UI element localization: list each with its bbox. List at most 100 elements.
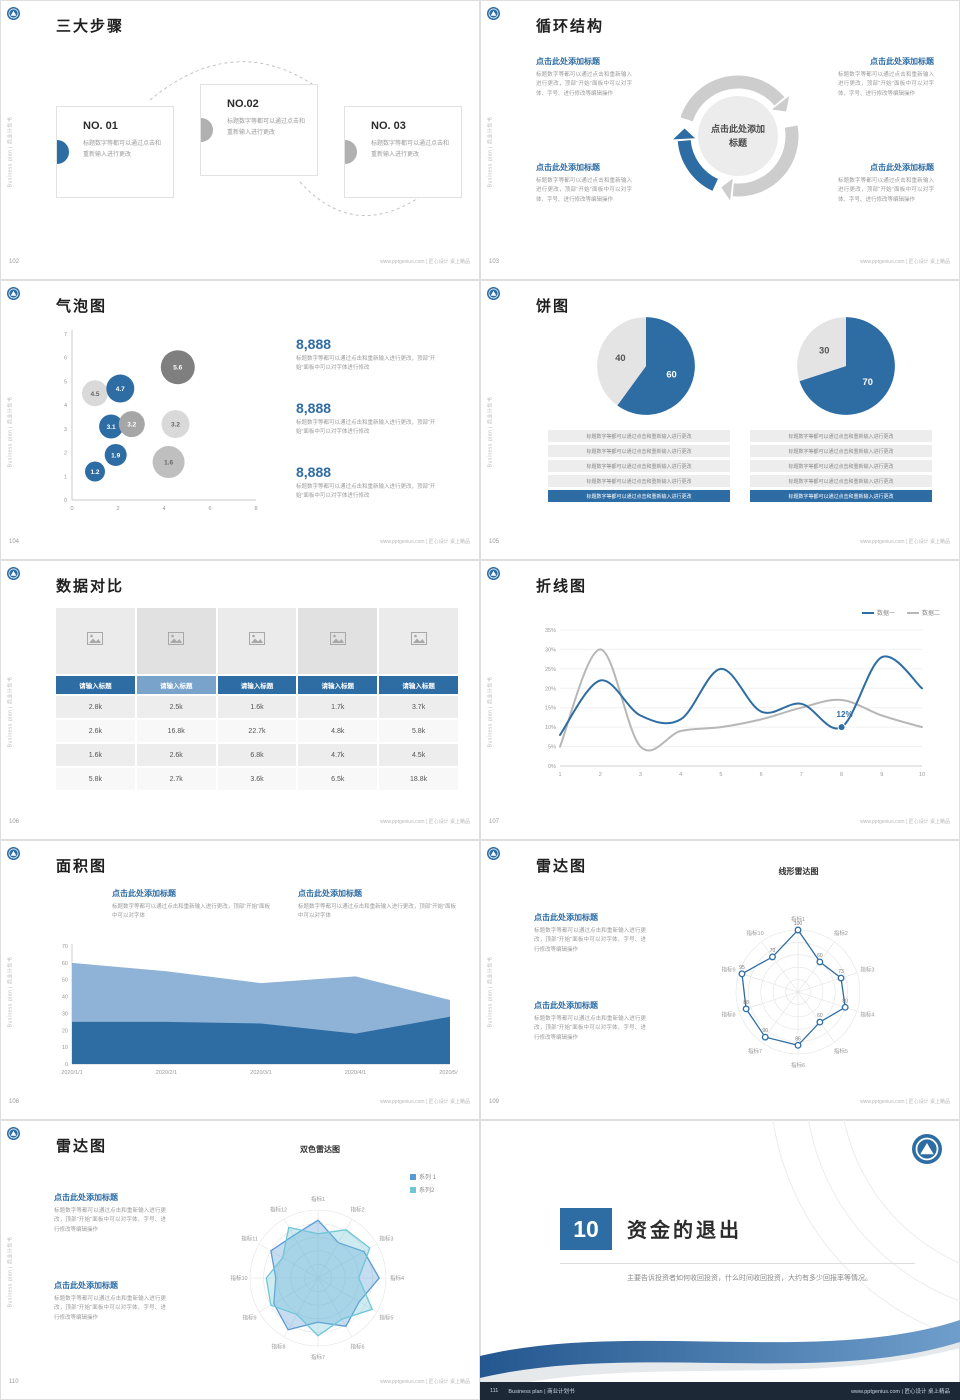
svg-text:2020/5/1: 2020/5/1	[439, 1070, 458, 1076]
page-number: 109	[489, 1099, 500, 1105]
comparison-table: 请输入标题 请输入标题 请输入标题 请输入标题 请输入标题 2.8k 2.5k 1.6k 1.7…	[54, 606, 460, 792]
slide-title: 三大步骤	[56, 18, 125, 35]
svg-text:73: 73	[838, 969, 844, 975]
step-body: 标题数字等都可以通过点击和重新输入进行更改	[227, 119, 306, 136]
slide-103-cycle-structure[interactable]: Business plan | 商业计划书 循环结构 点击此处添加标题 点击此处…	[480, 0, 960, 280]
table-cell: 3.7k	[379, 696, 458, 718]
page-number: 102	[9, 259, 20, 265]
svg-text:指标3: 指标3	[860, 965, 874, 973]
stat-value: 8,888	[296, 336, 332, 352]
chart-subtitle: 双色雷达图	[300, 1145, 340, 1154]
table-cell: 3.6k	[217, 768, 297, 790]
stat-body: 标题数字等都可以通过点击和重新输入进行更改，顶部“开始”面板中可以对字体进行修改	[296, 420, 436, 436]
slide-105-pie-charts[interactable]: Business plan | 商业计划书 饼图 60 40 70 30 标题数字等…	[480, 280, 960, 560]
sidebar-vertical-label: Business plan | 商业计划书	[7, 396, 14, 468]
slide-title: 数据对比	[56, 578, 125, 595]
section-number: 10	[560, 1208, 612, 1250]
svg-text:10: 10	[62, 1045, 68, 1051]
slide-footer: www.pptgenius.com | 匠心设计 桌上精品	[860, 259, 950, 265]
slide-107-line-chart[interactable]: Business plan | 商业计划书 折线图 数据一 数据二 0% 5% 10…	[480, 560, 960, 840]
stat-block-1[interactable]: 8,888 标题数字等都可以通过点击和重新输入进行更改，顶部“开始”面板中可以对…	[296, 336, 448, 374]
area-text-block-2[interactable]: 点击此处添加标题 标题数字等都可以通过点击和重新输入进行更改，顶部“开始”面板中…	[298, 888, 456, 922]
slide-title: 雷达图	[536, 858, 588, 875]
page-number: 110	[9, 1379, 19, 1385]
pie-caption-row: 标题数字等都可以通过点击和重新输入进行更改	[750, 475, 932, 487]
slide-109-radar-line[interactable]: Business plan | 商业计划书 雷达图 线形雷达图 点击此处添加标题…	[480, 840, 960, 1120]
sidebar-vertical-label: Business plan | 商业计划书	[7, 956, 14, 1028]
svg-text:3.2: 3.2	[171, 422, 180, 429]
svg-text:3: 3	[64, 427, 67, 433]
svg-text:1.2: 1.2	[90, 469, 99, 476]
block-title: 点击此处添加标题	[536, 163, 600, 172]
svg-text:35%: 35%	[545, 628, 556, 634]
step-card-3[interactable]: NO. 03 标题数字等都可以通过点击和重新输入进行更改	[344, 106, 462, 198]
line-chart-legend: 数据一 数据二	[861, 608, 940, 617]
svg-text:60: 60	[817, 1013, 823, 1019]
slide-110-radar-dual[interactable]: Business plan | 商业计划书 雷达图 双色雷达图 系列 1 系列2…	[0, 1120, 480, 1400]
svg-text:1: 1	[558, 772, 561, 778]
table-header-cell: 请输入标题	[136, 676, 216, 694]
stat-block-2[interactable]: 8,888 标题数字等都可以通过点击和重新输入进行更改，顶部“开始”面板中可以对…	[296, 400, 448, 438]
svg-text:30: 30	[819, 345, 829, 355]
cycle-text-block-4[interactable]: 点击此处添加标题 标题数字等都可以通过点击和重新输入进行更改，顶部“开始”面板中…	[838, 162, 934, 205]
slide-102-three-steps[interactable]: Business plan | 商业计划书 三大步骤 NO. 01 标题数字等都…	[0, 0, 480, 280]
svg-text:100: 100	[794, 921, 803, 927]
slide-111-section-title[interactable]: 10 资金的退出 主要告诉投资者如何收回投资，什么时间收回投资，大约有多少回报率…	[480, 1120, 960, 1400]
table-cell: 2.6k	[136, 744, 216, 766]
svg-text:8: 8	[840, 772, 843, 778]
cycle-text-block-1[interactable]: 点击此处添加标题 标题数字等都可以通过点击和重新输入进行更改，顶部“开始”面板中…	[536, 56, 632, 99]
brand-logo-icon	[487, 847, 500, 860]
step-number: NO.02	[227, 98, 259, 110]
svg-text:70: 70	[770, 948, 776, 954]
step-card-2[interactable]: NO.02 标题数字等都可以通过点击和重新输入进行更改	[200, 84, 318, 176]
svg-text:指标10: 指标10	[230, 1274, 247, 1282]
svg-text:60: 60	[666, 369, 676, 379]
image-placeholder-cell	[217, 608, 297, 674]
table-cell: 6.5k	[298, 768, 378, 790]
cycle-center-label[interactable]: 点击此处添加标题	[698, 96, 778, 176]
slide-title: 饼图	[536, 298, 571, 315]
table-cell: 1.6k	[217, 696, 297, 718]
svg-text:指标7: 指标7	[748, 1047, 762, 1055]
slide-104-bubble-chart[interactable]: Business plan | 商业计划书 气泡图 0 1 2 3 4 5 6 7 0 2 4 6 8 4…	[0, 280, 480, 560]
table-image-row	[56, 608, 458, 674]
radar-text-block-2[interactable]: 点击此处添加标题 标题数字等都可以通过点击和重新输入进行更改，顶部“开始”面板中…	[534, 1000, 646, 1043]
stat-body: 标题数字等都可以通过点击和重新输入进行更改，顶部“开始”面板中可以对字体进行修改	[296, 356, 436, 372]
block-title: 点击此处添加标题	[536, 57, 600, 66]
table-cell: 18.8k	[379, 768, 458, 790]
series1-swatch	[410, 1173, 416, 1180]
image-placeholder-cell	[136, 608, 216, 674]
slide-footer: www.pptgenius.com | 匠心设计 桌上精品	[380, 1379, 470, 1385]
svg-text:8: 8	[254, 506, 257, 512]
radar-text-block-1[interactable]: 点击此处添加标题 标题数字等都可以通过点击和重新输入进行更改，顶部“开始”面板中…	[534, 912, 646, 955]
svg-text:6: 6	[64, 356, 67, 362]
series2-swatch	[410, 1186, 416, 1193]
svg-text:20: 20	[62, 1028, 68, 1034]
table-header-cell: 请输入标题	[56, 676, 135, 694]
cycle-text-block-3[interactable]: 点击此处添加标题 标题数字等都可以通过点击和重新输入进行更改，顶部“开始”面板中…	[838, 56, 934, 99]
pie-caption-row-highlight: 标题数字等都可以通过点击和重新输入进行更改	[750, 490, 932, 502]
slide-108-area-chart[interactable]: Business plan | 商业计划书 面积图 点击此处添加标题 标题数字等…	[0, 840, 480, 1120]
radar-text-block-1[interactable]: 点击此处添加标题 标题数字等都可以通过点击和重新输入进行更改，顶部“开始”面板中…	[54, 1192, 166, 1235]
title-divider	[560, 1263, 915, 1264]
slide-footer: www.pptgenius.com | 匠心设计 桌上精品	[860, 539, 950, 545]
slide-106-data-comparison[interactable]: Business plan | 商业计划书 数据对比 请输入标题 请输入标题 请输入…	[0, 560, 480, 840]
step-card-1[interactable]: NO. 01 标题数字等都可以通过点击和重新输入进行更改	[56, 106, 174, 198]
stat-block-3[interactable]: 8,888 标题数字等都可以通过点击和重新输入进行更改，顶部“开始”面板中可以对…	[296, 464, 448, 502]
pie-caption-rows-left: 标题数字等都可以通过点击和重新输入进行更改 标题数字等都可以通过点击和重新输入进行…	[548, 430, 730, 505]
svg-text:15%: 15%	[545, 706, 556, 712]
table-cell: 6.8k	[217, 744, 297, 766]
brand-logo-icon	[487, 7, 500, 20]
area-text-block-1[interactable]: 点击此处添加标题 标题数字等都可以通过点击和重新输入进行更改，顶部“开始”面板中…	[112, 888, 270, 922]
stat-value: 8,888	[296, 464, 332, 480]
block-body: 标题数字等都可以通过点击和重新输入进行更改，顶部“开始”面板中可以对字体、字号、…	[838, 178, 934, 203]
radar-text-block-2[interactable]: 点击此处添加标题 标题数字等都可以通过点击和重新输入进行更改，顶部“开始”面板中…	[54, 1280, 166, 1323]
svg-text:60: 60	[817, 953, 823, 959]
pie-caption-row: 标题数字等都可以通过点击和重新输入进行更改	[548, 460, 730, 472]
step-half-circle	[345, 140, 357, 164]
block-body: 标题数字等都可以通过点击和重新输入进行更改，顶部“开始”面板中可以对字体、字号、…	[838, 72, 934, 97]
cycle-text-block-2[interactable]: 点击此处添加标题 标题数字等都可以通过点击和重新输入进行更改，顶部“开始”面板中…	[536, 162, 632, 205]
svg-text:4: 4	[64, 403, 67, 409]
section-title: 资金的退出	[627, 1220, 742, 1242]
